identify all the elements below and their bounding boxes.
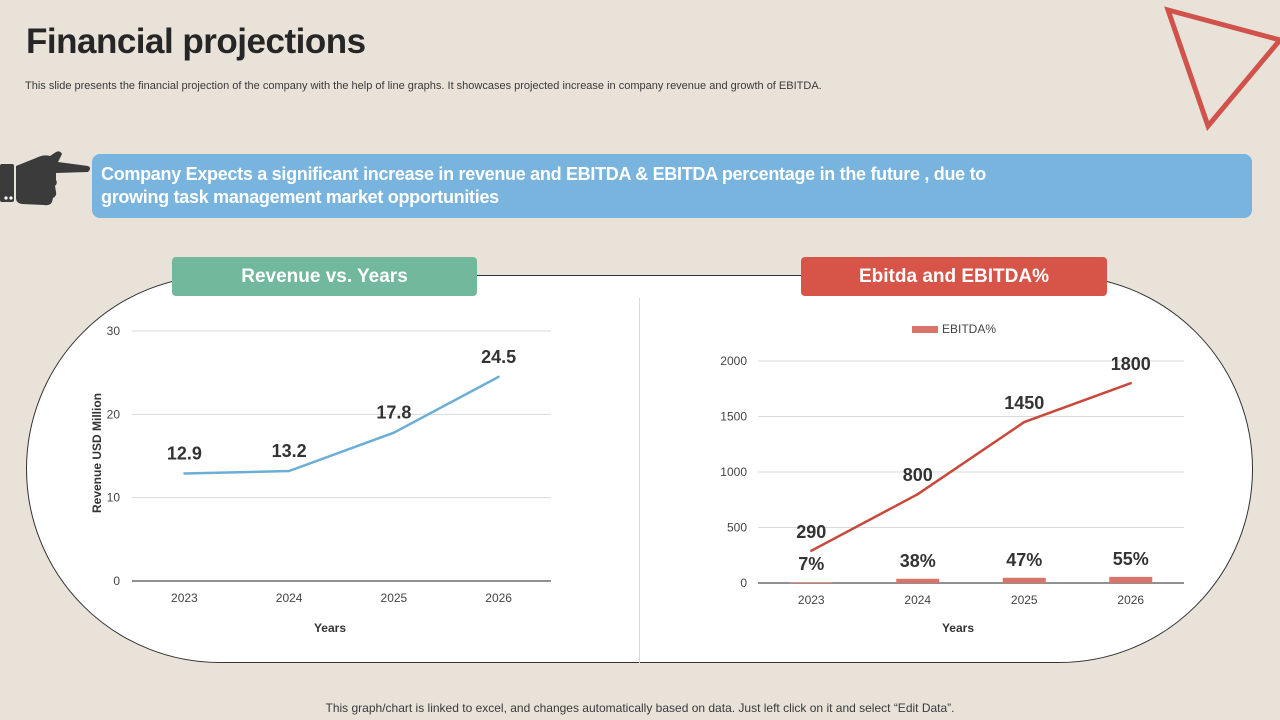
footer-note: This graph/chart is linked to excel, and… xyxy=(325,701,955,715)
ebitda-y-tick-label: 1000 xyxy=(720,465,747,479)
revenue-data-point xyxy=(287,469,291,473)
revenue-x-axis-label: Years xyxy=(314,621,346,635)
ebitda-percent-bar xyxy=(896,578,940,583)
ebitda-data-label: 1450 xyxy=(1004,393,1044,413)
page-title: Financial projections xyxy=(26,22,366,61)
revenue-y-tick-label: 10 xyxy=(107,491,121,505)
revenue-data-label: 24.5 xyxy=(481,347,516,367)
ebitda-percent-bar xyxy=(1109,576,1153,583)
revenue-data-point xyxy=(497,375,500,379)
revenue-x-tick-label: 2025 xyxy=(381,591,408,605)
ebitda-x-tick-label: 2023 xyxy=(798,593,825,607)
charts-divider xyxy=(639,298,640,663)
ebitda-x-tick-label: 2025 xyxy=(1011,593,1038,607)
banner-line-2: growing task management market opportuni… xyxy=(101,187,499,207)
revenue-y-axis-label: Revenue USD Million xyxy=(90,393,104,513)
revenue-data-label: 17.8 xyxy=(376,403,411,423)
revenue-x-tick-label: 2026 xyxy=(485,591,512,605)
ebitda-percent-data-label: 38% xyxy=(900,551,936,571)
ebitda-legend-label: EBITDA% xyxy=(942,322,996,336)
banner-line-1: Company Expects a significant increase i… xyxy=(101,164,986,184)
revenue-x-tick-label: 2023 xyxy=(171,591,198,605)
ebitda-x-axis-label: Years xyxy=(942,621,974,635)
triangle-outline-icon xyxy=(1164,6,1280,131)
revenue-data-label: 12.9 xyxy=(167,444,202,464)
ebitda-percent-bar xyxy=(789,582,833,583)
ebitda-x-tick-label: 2024 xyxy=(904,593,931,607)
revenue-y-tick-label: 0 xyxy=(113,574,120,588)
pointing-hand-icon xyxy=(0,151,90,206)
ebitda-y-tick-label: 2000 xyxy=(720,354,747,368)
ebitda-data-point xyxy=(1129,382,1132,385)
ebitda-legend-swatch xyxy=(912,326,938,333)
revenue-series-line xyxy=(184,375,500,475)
ebitda-percent-data-label: 7% xyxy=(798,554,824,574)
ebitda-data-label: 800 xyxy=(903,465,933,485)
ebitda-data-point xyxy=(810,549,813,553)
ebitda-y-tick-label: 0 xyxy=(740,576,747,590)
ebitda-data-point xyxy=(1023,420,1026,424)
ebitda-data-label: 290 xyxy=(796,522,826,542)
ebitda-y-tick-label: 500 xyxy=(727,521,747,535)
revenue-chart-header: Revenue vs. Years xyxy=(172,257,477,296)
page-subtitle: This slide presents the financial projec… xyxy=(25,80,822,92)
ebitda-data-point xyxy=(916,493,919,496)
ebitda-chart-header: Ebitda and EBITDA% xyxy=(801,257,1107,296)
revenue-data-point xyxy=(183,472,186,475)
ebitda-series-line xyxy=(810,382,1132,552)
ebitda-percent-bar xyxy=(1002,577,1046,583)
ebitda-y-tick-label: 1500 xyxy=(720,410,747,424)
ebitda-data-label: 1800 xyxy=(1111,354,1151,374)
key-message-banner: Company Expects a significant increase i… xyxy=(92,154,1252,218)
revenue-data-label: 13.2 xyxy=(272,441,307,461)
ebitda-x-tick-label: 2026 xyxy=(1117,593,1144,607)
revenue-x-tick-label: 2024 xyxy=(276,591,303,605)
revenue-y-tick-label: 20 xyxy=(107,407,121,421)
ebitda-percent-data-label: 47% xyxy=(1006,550,1042,570)
revenue-data-point xyxy=(392,431,396,434)
revenue-y-tick-label: 30 xyxy=(107,324,121,338)
ebitda-percent-data-label: 55% xyxy=(1113,549,1149,569)
